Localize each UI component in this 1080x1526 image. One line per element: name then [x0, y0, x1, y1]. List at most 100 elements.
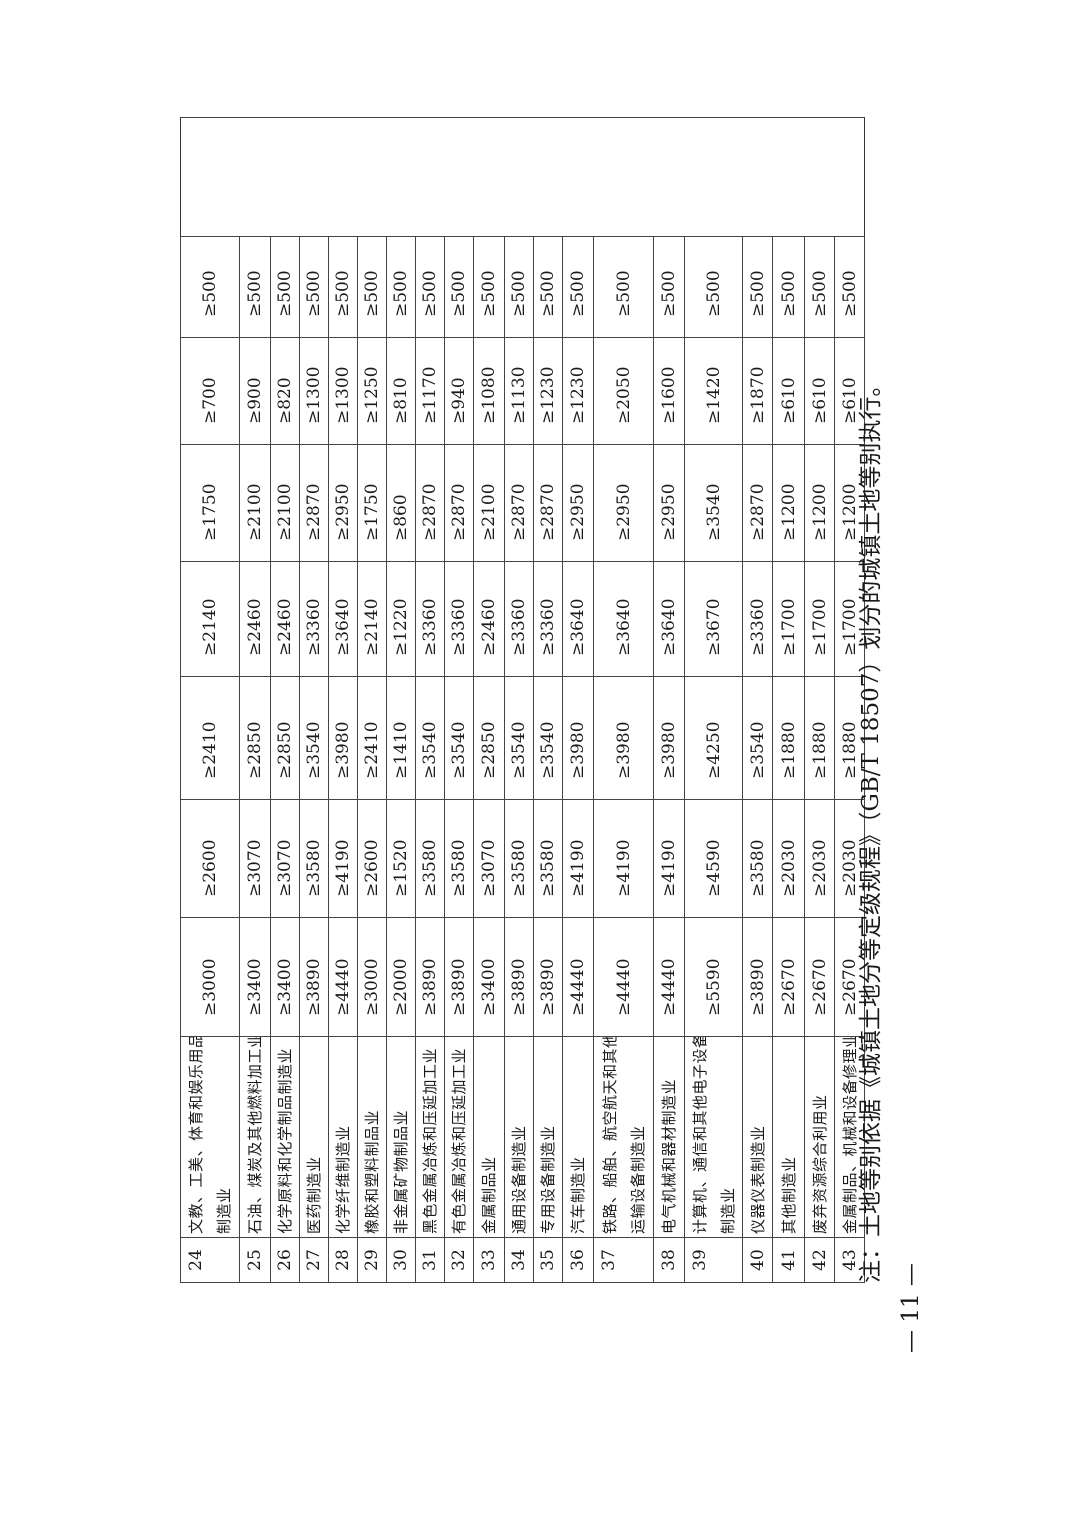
row-number: 30 [386, 1237, 416, 1283]
threshold-value: ≥3540 [742, 676, 773, 800]
industry-name-line: 有色金属冶炼和压延加工业 [450, 1047, 468, 1234]
threshold-value: ≥2670 [772, 917, 805, 1037]
threshold-value: ≥4190 [562, 799, 594, 918]
threshold-value: ≥5590 [684, 917, 743, 1037]
threshold-value: ≥500 [562, 236, 594, 338]
threshold-value: ≥1410 [386, 676, 416, 800]
threshold-value: ≥3580 [415, 799, 445, 918]
threshold-value: ≥610 [772, 337, 805, 445]
industry-name-line: 计算机、通信和其他电子设备 [690, 1036, 709, 1235]
threshold-value: ≥2870 [504, 444, 534, 562]
row-number: 40 [742, 1237, 773, 1283]
table-row: 25 石油、煤炭及其他燃料加工业 ≥3400 ≥3070 ≥2850 ≥2460 ≥2100… [239, 118, 271, 1283]
threshold-value: ≥3890 [415, 917, 445, 1037]
table-row: 30 非金属矿物制品业 ≥2000 ≥1520 ≥1410 ≥1220 ≥860 ≥810 ≥5… [386, 118, 416, 1283]
industry-name-line: 专用设备制造业 [539, 1125, 557, 1234]
threshold-value: ≥2870 [444, 444, 474, 562]
threshold-value: ≥2670 [804, 917, 835, 1037]
industry-name: 计算机、通信和其他电子设备 制造业 [684, 1036, 743, 1238]
industry-name-line: 铁路、船舶、航空航天和其他 [600, 1036, 619, 1235]
threshold-value: ≥1220 [386, 561, 416, 677]
industry-name-line: 仪器仪表制造业 [748, 1125, 767, 1234]
table-row: 31 黑色金属冶炼和压延加工业 ≥3890 ≥3580 ≥3540 ≥3360 ≥2870 ≥… [415, 118, 445, 1283]
threshold-value: ≥2100 [239, 444, 271, 562]
threshold-value: ≥2460 [473, 561, 505, 677]
threshold-value: ≥1750 [357, 444, 387, 562]
table-row: 40 仪器仪表制造业 ≥3890 ≥3580 ≥3540 ≥3360 ≥2870 ≥1870 ≥… [742, 118, 773, 1283]
threshold-value: ≥3640 [562, 561, 594, 677]
threshold-value: ≥500 [299, 236, 329, 338]
threshold-value: ≥4440 [328, 917, 358, 1037]
threshold-value: ≥3360 [742, 561, 773, 677]
threshold-value: ≥4190 [328, 799, 358, 918]
threshold-value: ≥1200 [804, 444, 835, 562]
threshold-value: ≥3890 [299, 917, 329, 1037]
table-row: 24 文教、工美、体育和娱乐用品 制造业 ≥3000 ≥2600 ≥2410 ≥2140 ≥1… [180, 117, 865, 1283]
threshold-value: ≥3890 [533, 917, 563, 1037]
table-row: 39 计算机、通信和其他电子设备 制造业 ≥5590 ≥4590 ≥4250 ≥3670 ≥3… [684, 118, 743, 1283]
industry-name: 石油、煤炭及其他燃料加工业 [239, 1036, 271, 1238]
threshold-value: ≥500 [415, 236, 445, 338]
threshold-value: ≥820 [270, 337, 300, 445]
threshold-value: ≥500 [270, 236, 300, 338]
threshold-value: ≥3580 [299, 799, 329, 918]
table-row: 37 铁路、船舶、航空航天和其他 运输设备制造业 ≥4440 ≥4190 ≥3980 ≥36… [593, 118, 654, 1283]
industry-name-line: 化学原料和化学制品制造业 [276, 1047, 294, 1234]
threshold-value: ≥1230 [562, 337, 594, 445]
industry-name: 铁路、船舶、航空航天和其他 运输设备制造业 [593, 1036, 654, 1238]
industry-name-line: 制造业 [215, 1187, 233, 1234]
threshold-value: ≥500 [386, 236, 416, 338]
threshold-value: ≥2100 [473, 444, 505, 562]
threshold-value: ≥900 [239, 337, 271, 445]
threshold-value: ≥3890 [504, 917, 534, 1037]
threshold-value: ≥2000 [386, 917, 416, 1037]
threshold-value: ≥3980 [328, 676, 358, 800]
threshold-value: ≥3360 [504, 561, 534, 677]
threshold-value: ≥1880 [804, 676, 835, 800]
row-number: 28 [328, 1237, 358, 1283]
threshold-value: ≥3400 [270, 917, 300, 1037]
threshold-value: ≥2850 [473, 676, 505, 800]
industry-name: 汽车制造业 [562, 1036, 594, 1238]
threshold-value: ≥940 [444, 337, 474, 445]
table-row: 32 有色金属冶炼和压延加工业 ≥3890 ≥3580 ≥3540 ≥3360 ≥2870 ≥… [444, 118, 474, 1283]
row-number: 31 [415, 1237, 445, 1283]
threshold-value: ≥4190 [653, 799, 685, 918]
threshold-value: ≥1250 [357, 337, 387, 445]
industry-name-line: 电气机械和器材制造业 [660, 1078, 678, 1234]
industry-name-line: 金属制品业 [480, 1156, 498, 1234]
industry-name: 非金属矿物制品业 [386, 1036, 416, 1238]
threshold-value: ≥3360 [299, 561, 329, 677]
threshold-value: ≥3670 [684, 561, 743, 677]
threshold-value: ≥3540 [684, 444, 743, 562]
row-number: 35 [533, 1237, 563, 1283]
industry-name-line: 石油、煤炭及其他燃料加工业 [246, 1036, 264, 1235]
threshold-value: ≥4250 [684, 676, 743, 800]
threshold-value: ≥2870 [299, 444, 329, 562]
threshold-value: ≥610 [804, 337, 835, 445]
industry-name-line: 废弃资源综合利用业 [810, 1094, 829, 1234]
threshold-value: ≥1230 [533, 337, 563, 445]
threshold-value: ≥3890 [742, 917, 773, 1037]
threshold-value: ≥500 [444, 236, 474, 338]
threshold-value: ≥2950 [328, 444, 358, 562]
industry-name: 专用设备制造业 [533, 1036, 563, 1238]
row-number: 33 [473, 1237, 505, 1283]
row-number: 39 [684, 1237, 743, 1283]
threshold-value: ≥3360 [533, 561, 563, 677]
industry-name-line: 文教、工美、体育和娱乐用品 [187, 1036, 205, 1235]
table-row: 29 橡胶和塑料制品业 ≥3000 ≥2600 ≥2410 ≥2140 ≥1750 ≥1250… [357, 118, 387, 1283]
page-number: — 11 — [898, 1263, 924, 1353]
threshold-value: ≥1170 [415, 337, 445, 445]
threshold-value: ≥1880 [772, 676, 805, 800]
threshold-value: ≥2050 [593, 337, 654, 445]
threshold-value: ≥700 [180, 337, 240, 445]
row-number: 34 [504, 1237, 534, 1283]
threshold-value: ≥3980 [653, 676, 685, 800]
industry-name-line: 化学纤维制造业 [334, 1125, 352, 1234]
row-number: 27 [299, 1237, 329, 1283]
threshold-value: ≥3540 [533, 676, 563, 800]
threshold-value: ≥1300 [299, 337, 329, 445]
industry-name: 有色金属冶炼和压延加工业 [444, 1036, 474, 1238]
row-number: 29 [357, 1237, 387, 1283]
